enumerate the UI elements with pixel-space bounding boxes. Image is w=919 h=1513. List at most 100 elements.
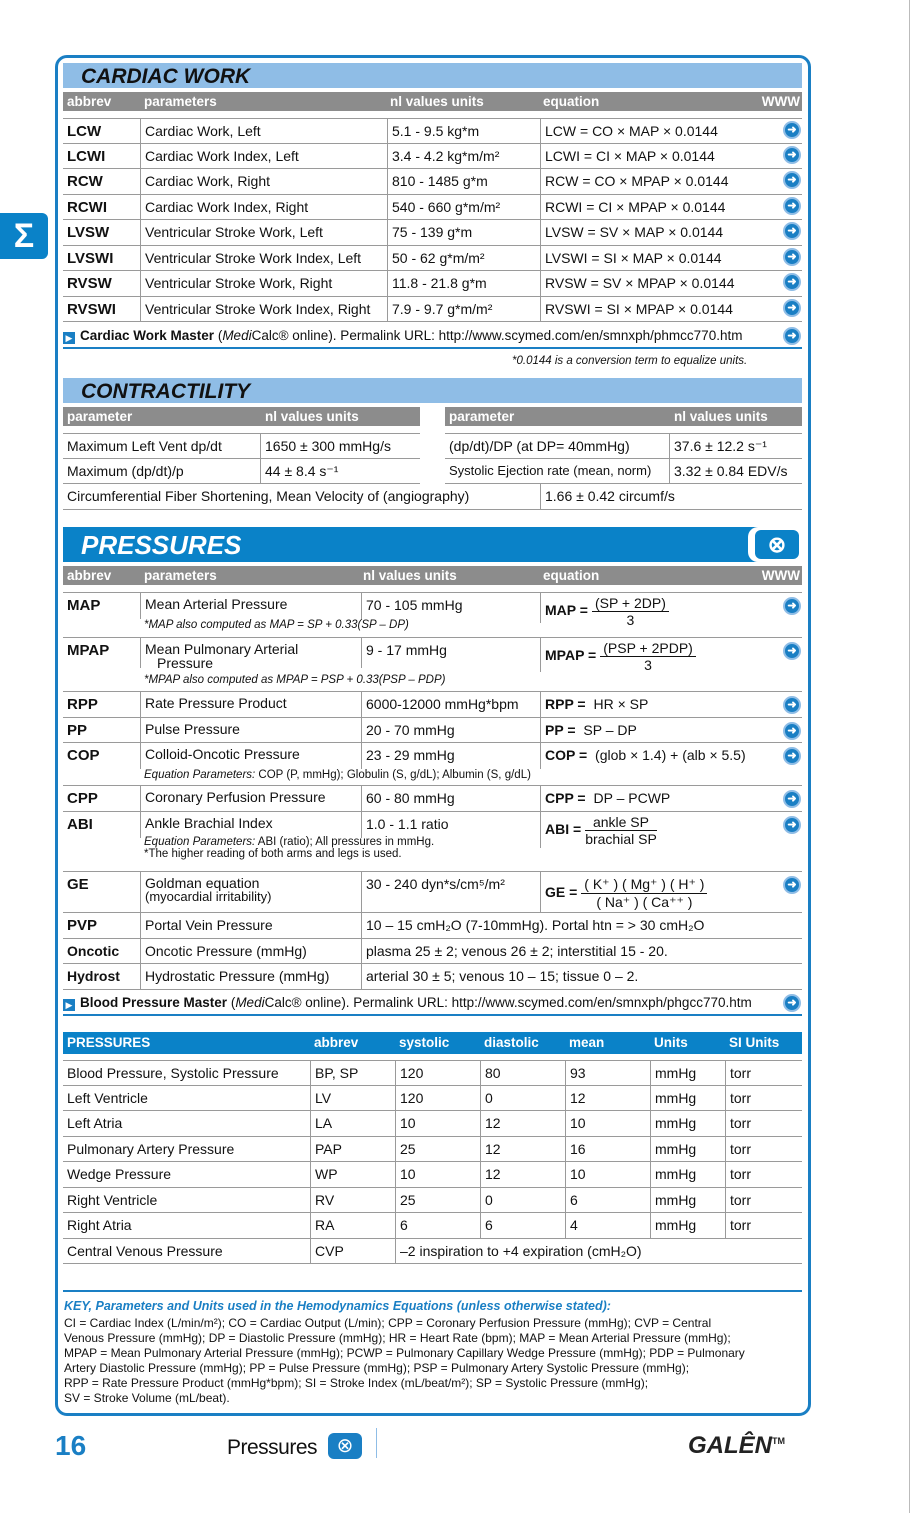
nl-value: 9 - 17 mmHg <box>361 638 540 668</box>
table-header: abbrev parameters nl values units equation W… <box>63 92 802 111</box>
abbrev: Oncotic <box>67 942 120 959</box>
cell: mmHg <box>650 1111 725 1136</box>
abbrev: Hydrost <box>67 968 120 985</box>
cell: LV <box>310 1085 395 1110</box>
cell: torr <box>725 1111 802 1136</box>
cell: LCW <box>67 123 102 140</box>
cell: RV <box>310 1187 395 1212</box>
master-name[interactable]: Cardiac Work Master <box>80 328 215 343</box>
parameter-name: Coronary Perfusion Pressure <box>145 789 326 805</box>
cell: 44 ± 8.4 s⁻¹ <box>260 458 420 483</box>
cell: 6 <box>480 1213 565 1238</box>
arrow-right-icon[interactable]: ➜ <box>783 171 801 189</box>
cell: PAP <box>310 1136 395 1161</box>
arrow-right-icon[interactable]: ➜ <box>783 696 801 714</box>
arrow-right-icon[interactable]: ➜ <box>783 994 801 1012</box>
cell: 25 <box>395 1136 480 1161</box>
arrow-right-icon[interactable]: ➜ <box>783 273 801 291</box>
text: ( <box>227 995 236 1010</box>
abbrev: MAP <box>67 597 101 614</box>
parameter-name: Pulse Pressure <box>145 721 240 737</box>
parameter: Goldman equation (myocardial irritability… <box>140 872 361 912</box>
sigma-icon[interactable]: Σ <box>0 213 48 259</box>
abbrev: ABI <box>67 816 93 833</box>
abbrev: GE <box>67 876 89 893</box>
table-row-map: MAP Mean Arterial Pressure 70 - 105 mmHg MA… <box>63 592 802 638</box>
cell: RCWI <box>67 198 107 216</box>
cell: 12 <box>480 1111 565 1136</box>
arrow-right-icon[interactable]: ➜ <box>783 642 801 660</box>
table-row: PVP Portal Vein Pressure 10 – 15 cmH₂O (7-… <box>63 913 802 939</box>
page-number: 16 <box>55 1430 87 1461</box>
cell: 12 <box>565 1085 650 1110</box>
arrow-right-icon[interactable]: ➜ <box>783 876 801 894</box>
table-row: RCWI Cardiac Work Index, Right 540 - 660 g… <box>63 194 802 220</box>
cell: CVP <box>310 1238 395 1263</box>
fraction: ( K⁺ ) ( Mg⁺ ) ( H⁺ )( Na⁺ ) ( Ca⁺⁺ ) <box>581 876 708 911</box>
arrow-right-icon[interactable]: ➜ <box>783 247 801 266</box>
cell: 1650 ± 300 mmHg/s <box>260 434 420 458</box>
column-header: parameters <box>144 94 217 109</box>
arrow-right-icon[interactable]: ➜ <box>783 790 801 808</box>
cell: 120 <box>395 1061 480 1085</box>
arrow-right-icon[interactable]: ➜ <box>783 816 801 834</box>
cell: Blood Pressure, Systolic Pressure <box>67 1065 279 1081</box>
arrow-right-icon[interactable]: ➜ <box>783 196 801 215</box>
arrow-right-icon[interactable]: ➜ <box>783 298 801 317</box>
arrow-right-icon[interactable]: ➜ <box>783 722 801 740</box>
cell: Right Atria <box>67 1217 132 1233</box>
arrow-right-icon[interactable]: ➜ <box>783 327 801 345</box>
cell: mmHg <box>650 1213 725 1238</box>
parameter: Rate Pressure Product <box>140 692 361 718</box>
table-row: Left Atria LA 10 12 10 mmHg torr <box>63 1111 802 1137</box>
master-link[interactable]: ▶ Blood Pressure Master (MediCalc® online… <box>63 990 802 1016</box>
denominator: brachial SP <box>585 831 657 847</box>
note-label: Equation Parameters: <box>144 836 256 848</box>
cell: LVSWI <box>67 249 114 267</box>
permalink[interactable]: Calc® online). Permalink URL: http://www… <box>251 328 743 343</box>
section-title-contractility: CONTRACTILITY <box>63 378 802 403</box>
nl-value: 10 – 15 cmH₂O (7-10mmHg). Portal htn = >… <box>361 913 802 938</box>
cell: 10 <box>565 1162 650 1187</box>
parameter: Mean Pulmonary Arterial Pressure <box>140 638 361 671</box>
arrow-right-icon[interactable]: ➜ <box>783 145 801 164</box>
table-row: Maximum (dp/dt)/p 44 ± 8.4 s⁻¹ <box>63 458 420 484</box>
cell: WP <box>310 1162 395 1187</box>
table-header: abbrev parameters nl values units equation W… <box>63 566 802 585</box>
cell: Right Ventricle <box>67 1191 158 1208</box>
parameter-name: Colloid-Oncotic Pressure <box>145 746 300 762</box>
key-line: Venous Pressure (mmHg); DP = Diastolic P… <box>64 1331 731 1345</box>
arrow-right-icon[interactable]: ➜ <box>783 597 801 615</box>
abbrev: RPP <box>67 696 98 713</box>
equation-rhs: SP – DP <box>579 722 637 738</box>
note-text: COP (P, mmHg); Globulin (S, g/dL); Album… <box>255 769 531 781</box>
cell: torr <box>725 1085 802 1110</box>
cell: 0 <box>480 1085 565 1110</box>
parameter-name-2: Pressure <box>157 655 214 671</box>
cell: LA <box>310 1111 395 1136</box>
column-header: Units <box>654 1035 688 1050</box>
arrow-right-icon[interactable]: ➜ <box>783 747 801 765</box>
table-row: Blood Pressure, Systolic Pressure BP, SP 1… <box>63 1060 802 1086</box>
master-link[interactable]: ▶ Cardiac Work Master (MediCalc® online).… <box>63 323 802 349</box>
column-header: abbrev <box>314 1035 359 1050</box>
cell: 810 - 1485 g*m <box>387 169 540 194</box>
arrow-right-icon[interactable]: ➜ <box>783 222 801 240</box>
equation-rhs: DP – PCWP <box>589 790 671 806</box>
column-header: equation <box>543 568 600 583</box>
cell: 75 - 139 g*m <box>387 220 540 245</box>
master-name[interactable]: Blood Pressure Master <box>80 995 228 1010</box>
equation-lhs: RPP = <box>545 696 586 712</box>
conversion-note: *0.0144 is a conversion term to equalize… <box>512 355 748 367</box>
equation-lhs: MAP = <box>545 602 588 619</box>
denominator: ( Na⁺ ) ( Ca⁺⁺ ) <box>596 894 693 910</box>
cell: mmHg <box>650 1162 725 1187</box>
cell: mmHg <box>650 1061 725 1085</box>
parameter: Oncotic Pressure (mmHg) <box>140 938 361 964</box>
permalink[interactable]: Calc® online). Permalink URL: http://www… <box>264 995 752 1010</box>
cell: Central Venous Pressure <box>67 1242 223 1259</box>
abbrev: MPAP <box>67 642 110 659</box>
cell: LVSW <box>67 224 110 241</box>
arrow-right-icon[interactable]: ➜ <box>783 121 801 139</box>
cell: –2 inspiration to +4 expiration (cmH₂O) <box>395 1238 802 1263</box>
